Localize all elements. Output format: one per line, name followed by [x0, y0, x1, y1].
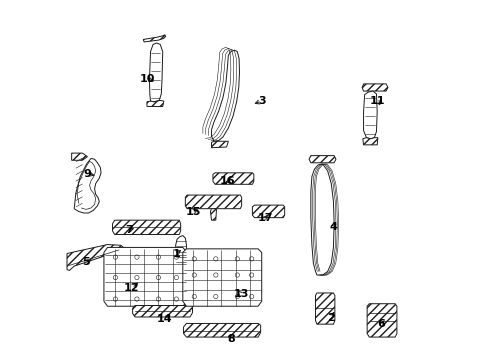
- Text: 1: 1: [172, 248, 180, 258]
- Text: 9: 9: [83, 168, 92, 179]
- Polygon shape: [183, 323, 260, 337]
- Polygon shape: [366, 304, 396, 337]
- Polygon shape: [211, 50, 239, 141]
- Polygon shape: [363, 91, 376, 139]
- Polygon shape: [308, 156, 335, 163]
- Text: 4: 4: [329, 222, 337, 231]
- Polygon shape: [175, 235, 186, 267]
- Text: 3: 3: [257, 96, 265, 106]
- Text: 6: 6: [377, 319, 385, 329]
- Polygon shape: [362, 84, 387, 91]
- Text: 13: 13: [233, 289, 248, 299]
- Text: 7: 7: [125, 225, 133, 235]
- Text: 10: 10: [139, 74, 154, 84]
- Text: 16: 16: [219, 176, 235, 186]
- Text: 5: 5: [81, 257, 89, 267]
- Polygon shape: [112, 220, 180, 234]
- Polygon shape: [185, 195, 241, 209]
- Polygon shape: [67, 244, 124, 270]
- Polygon shape: [212, 173, 253, 184]
- Polygon shape: [74, 158, 101, 213]
- Polygon shape: [310, 164, 333, 275]
- Polygon shape: [149, 43, 163, 102]
- Polygon shape: [183, 249, 261, 306]
- Polygon shape: [147, 100, 163, 107]
- Polygon shape: [315, 293, 334, 324]
- Polygon shape: [252, 205, 284, 218]
- Polygon shape: [104, 247, 187, 306]
- Text: 8: 8: [226, 333, 234, 343]
- Text: 11: 11: [368, 96, 384, 106]
- Polygon shape: [132, 306, 192, 317]
- Text: 15: 15: [185, 207, 201, 217]
- Text: 12: 12: [124, 283, 140, 293]
- Polygon shape: [211, 141, 228, 148]
- Polygon shape: [362, 138, 377, 145]
- Polygon shape: [72, 153, 87, 160]
- Text: 14: 14: [157, 314, 172, 324]
- Polygon shape: [143, 35, 165, 42]
- Text: 17: 17: [257, 213, 272, 222]
- Text: 2: 2: [326, 313, 334, 323]
- Polygon shape: [210, 209, 216, 220]
